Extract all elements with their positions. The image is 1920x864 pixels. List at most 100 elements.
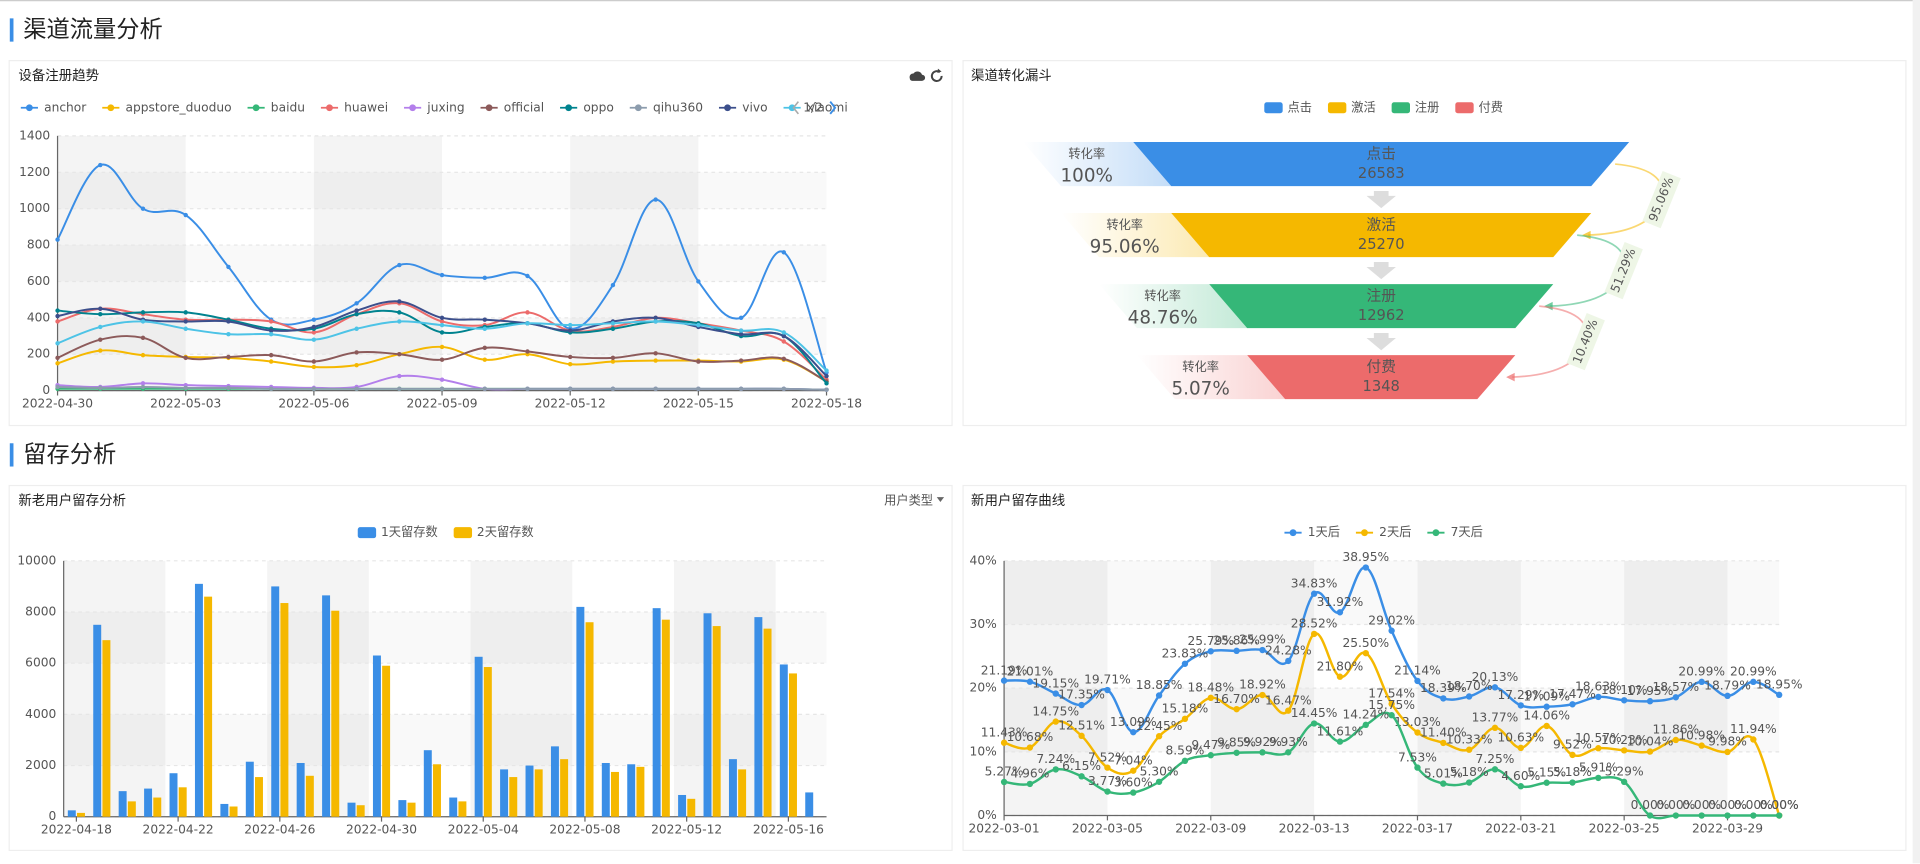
data-label: 18.57%: [1653, 680, 1700, 694]
refresh-head: [937, 68, 942, 73]
scrollbar[interactable]: [1912, 0, 1920, 864]
bar: [712, 626, 721, 817]
data-point: [55, 361, 60, 366]
funnel-stage[interactable]: [1133, 142, 1630, 187]
funnel-stage[interactable]: [1171, 213, 1592, 258]
legend-item[interactable]: 付费: [1455, 100, 1503, 114]
data-label: 21.80%: [1317, 659, 1364, 673]
data-label: 18.85%: [1136, 678, 1183, 692]
data-point: [1388, 627, 1395, 634]
data-point: [1595, 693, 1602, 701]
data-point: [354, 301, 359, 306]
rate-value: 48.76%: [1128, 307, 1198, 328]
legend-label: 激活: [1351, 100, 1375, 114]
y-tick-label: 6000: [25, 656, 56, 670]
bar: [789, 673, 797, 817]
legend-item[interactable]: xiaomi: [783, 100, 848, 114]
x-tick-label: 2022-03-01: [969, 821, 1040, 835]
data-point: [268, 352, 274, 358]
data-label: 18.70%: [1446, 679, 1493, 693]
x-tick-label: 2022-03-21: [1485, 821, 1556, 835]
data-point: [1259, 749, 1266, 756]
stage-value: 1348: [1363, 378, 1400, 395]
dropdown-caret[interactable]: [936, 497, 945, 503]
data-point: [1620, 778, 1628, 786]
legend-item[interactable]: 1天后: [1284, 525, 1340, 539]
legend-item[interactable]: qihu360: [629, 100, 703, 114]
legend-label: xiaomi: [807, 100, 848, 114]
legend-item[interactable]: baidu: [247, 100, 305, 114]
legend-item[interactable]: 激活: [1327, 100, 1376, 114]
data-point: [55, 341, 60, 346]
data-point: [354, 312, 359, 317]
legend-item[interactable]: juxing: [404, 100, 465, 114]
data-point: [55, 308, 60, 313]
data-label: 13.09%: [1110, 715, 1157, 729]
legend-item[interactable]: anchor: [20, 100, 87, 114]
data-point: [1052, 690, 1059, 697]
legend-label: anchor: [44, 100, 87, 114]
data-point: [1362, 564, 1369, 571]
data-point: [1130, 728, 1137, 736]
legend-item[interactable]: vivo: [718, 100, 768, 114]
data-point: [653, 319, 658, 324]
rate-value: 100%: [1060, 165, 1113, 186]
data-point: [354, 308, 359, 313]
data-point: [1750, 812, 1757, 819]
pager-prev[interactable]: [792, 101, 799, 115]
x-tick-label: 2022-04-26: [244, 823, 315, 837]
legend: 1天后 2天后 7天后: [1284, 525, 1483, 539]
legend-item[interactable]: 7天后: [1427, 525, 1483, 539]
legend-item[interactable]: oppo: [560, 100, 614, 114]
data-point: [1026, 780, 1034, 788]
bar: [728, 759, 737, 817]
data-point: [1000, 677, 1008, 684]
legend-label: 2天留存数: [477, 524, 534, 539]
funnel-stage[interactable]: [1247, 355, 1516, 400]
refresh-icon[interactable]: [930, 68, 943, 82]
legend-item[interactable]: 2天留存数: [453, 524, 534, 539]
data-point: [1698, 812, 1705, 819]
y-tick-label: 1200: [19, 165, 50, 179]
legend-item[interactable]: huawei: [320, 100, 388, 114]
data-label: 18.63%: [1575, 680, 1622, 694]
rate-caption: 转化率: [1182, 359, 1219, 374]
data-point: [1078, 773, 1085, 780]
filter-label[interactable]: 用户类型: [884, 492, 933, 507]
x-tick-label: 2022-05-04: [448, 823, 519, 837]
data-point: [1620, 697, 1628, 704]
data-point: [1026, 678, 1034, 685]
bar: [356, 805, 365, 817]
data-label: 13.03%: [1394, 715, 1441, 729]
data-point: [55, 237, 60, 242]
data-label: 25.50%: [1342, 636, 1389, 650]
bar: [280, 603, 289, 817]
data-label: 0.00%: [1760, 798, 1799, 812]
data-point: [226, 264, 231, 270]
stage-name: 激活: [1367, 216, 1397, 233]
legend-item[interactable]: appstore_duoduo: [102, 100, 232, 114]
y-tick-label: 8000: [25, 605, 56, 619]
data-label: 0.00%: [1734, 798, 1773, 812]
legend-item[interactable]: 注册: [1391, 99, 1440, 114]
data-label: 14.06%: [1523, 709, 1570, 723]
data-point: [781, 333, 787, 339]
legend-item[interactable]: official: [480, 100, 545, 114]
legend-label: official: [504, 100, 544, 114]
data-label: 5.18%: [1450, 765, 1489, 779]
legend-item[interactable]: 点击: [1264, 100, 1312, 114]
download-icon[interactable]: [909, 71, 926, 81]
data-label: 7.24%: [1036, 752, 1075, 766]
data-point: [1155, 733, 1163, 740]
stage-arrow: [1366, 333, 1396, 351]
data-point: [1465, 693, 1473, 700]
funnel-stage[interactable]: [1209, 284, 1554, 329]
data-label: 18.10%: [1601, 683, 1648, 697]
legend-dot: [107, 104, 115, 112]
legend-item[interactable]: 1天留存数: [357, 524, 438, 539]
data-point: [653, 386, 658, 391]
data-label: 10.63%: [1497, 731, 1544, 745]
pager-next[interactable]: [829, 101, 837, 115]
legend-item[interactable]: 2天后: [1355, 525, 1412, 539]
x-tick-label: 2022-04-30: [346, 823, 417, 837]
